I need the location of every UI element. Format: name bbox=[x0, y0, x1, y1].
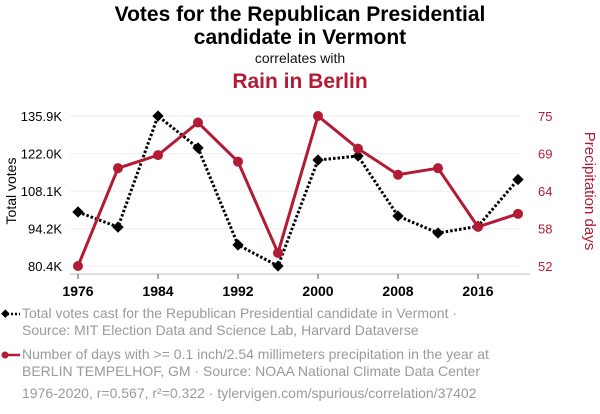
chart-title-secondary: Rain in Berlin bbox=[232, 70, 368, 93]
axes: 135.9K 122.0K 108.1K 94.2K 80.4K 75 69 64 58 52 19… bbox=[21, 109, 553, 299]
series-line-votes bbox=[77, 114, 520, 268]
data-point-rain bbox=[113, 163, 123, 174]
y-tick-label-left: 122.0K bbox=[21, 147, 63, 162]
x-tick-label: 1984 bbox=[142, 283, 173, 299]
y-axis-label-left: Total votes bbox=[3, 158, 19, 225]
chart-title: Votes for the Republican Presidential ca… bbox=[0, 3, 600, 49]
legend-rain-line2: BERLIN TEMPELHOF, GM · Source: NOAA Nati… bbox=[22, 363, 481, 379]
legend-marker-rain bbox=[1, 351, 20, 359]
x-tick-label: 2000 bbox=[302, 283, 333, 299]
data-point-rain bbox=[73, 261, 83, 271]
legend-votes-line2: Source: MIT Election Data and Science La… bbox=[22, 322, 419, 338]
legend-item-rain: Number of days with >= 0.1 inch/2.54 mil… bbox=[22, 346, 489, 380]
data-point-rain bbox=[353, 143, 363, 154]
x-tick-label: 2008 bbox=[382, 283, 413, 299]
legend-rain-line1: Number of days with >= 0.1 inch/2.54 mil… bbox=[22, 346, 489, 362]
data-point-votes bbox=[312, 154, 324, 166]
data-point-votes bbox=[272, 260, 284, 272]
footer-stats: 1976-2020, r=0.567, r²=0.322 · tylervige… bbox=[22, 385, 477, 401]
data-point-votes bbox=[392, 210, 404, 222]
data-point-votes bbox=[112, 221, 124, 233]
x-tick-label: 1976 bbox=[62, 283, 93, 299]
data-point-votes bbox=[512, 173, 524, 186]
data-point-rain bbox=[313, 111, 323, 121]
series-line-rain bbox=[76, 114, 519, 267]
legend-circle-icon bbox=[1, 351, 9, 359]
y-tick-label-left: 94.2K bbox=[28, 222, 62, 237]
data-point-rain bbox=[393, 169, 403, 180]
data-point-votes bbox=[192, 142, 204, 154]
data-point-rain bbox=[473, 221, 483, 232]
data-point-rain bbox=[153, 150, 163, 161]
y-tick-label-left: 108.1K bbox=[21, 184, 63, 199]
data-point-votes bbox=[352, 150, 364, 162]
y-tick-label-right: 58 bbox=[538, 222, 552, 237]
x-tick-label: 1992 bbox=[222, 283, 253, 299]
y-tick-label-right: 75 bbox=[538, 109, 552, 124]
data-point-rain bbox=[433, 163, 443, 174]
y-tick-label-left: 80.4K bbox=[28, 259, 62, 274]
data-point-votes bbox=[432, 227, 444, 239]
chart-subtitle: correlates with bbox=[254, 50, 346, 66]
legend-votes-line1: Total votes cast for the Republican Pres… bbox=[22, 305, 458, 321]
y-tick-label-right: 64 bbox=[538, 184, 552, 199]
data-point-votes bbox=[152, 110, 164, 122]
data-point-rain bbox=[193, 117, 203, 128]
y-axis-label-right: Precipitation days bbox=[581, 132, 598, 250]
data-point-votes bbox=[72, 206, 84, 218]
legend-diamond-icon bbox=[1, 309, 10, 318]
legend-marker-votes bbox=[1, 309, 20, 318]
data-point-rain bbox=[513, 208, 523, 219]
data-point-rain bbox=[273, 247, 283, 258]
data-point-votes bbox=[232, 239, 244, 251]
y-tick-label-right: 69 bbox=[538, 147, 552, 162]
legend-item-votes: Total votes cast for the Republican Pres… bbox=[22, 305, 457, 339]
y-tick-label-left: 135.9K bbox=[21, 109, 63, 124]
y-tick-label-right: 52 bbox=[538, 259, 552, 274]
x-tick-label: 2016 bbox=[462, 283, 493, 299]
chart-title-text: Votes for the Republican Presidential ca… bbox=[114, 3, 486, 49]
data-point-rain bbox=[233, 156, 243, 167]
